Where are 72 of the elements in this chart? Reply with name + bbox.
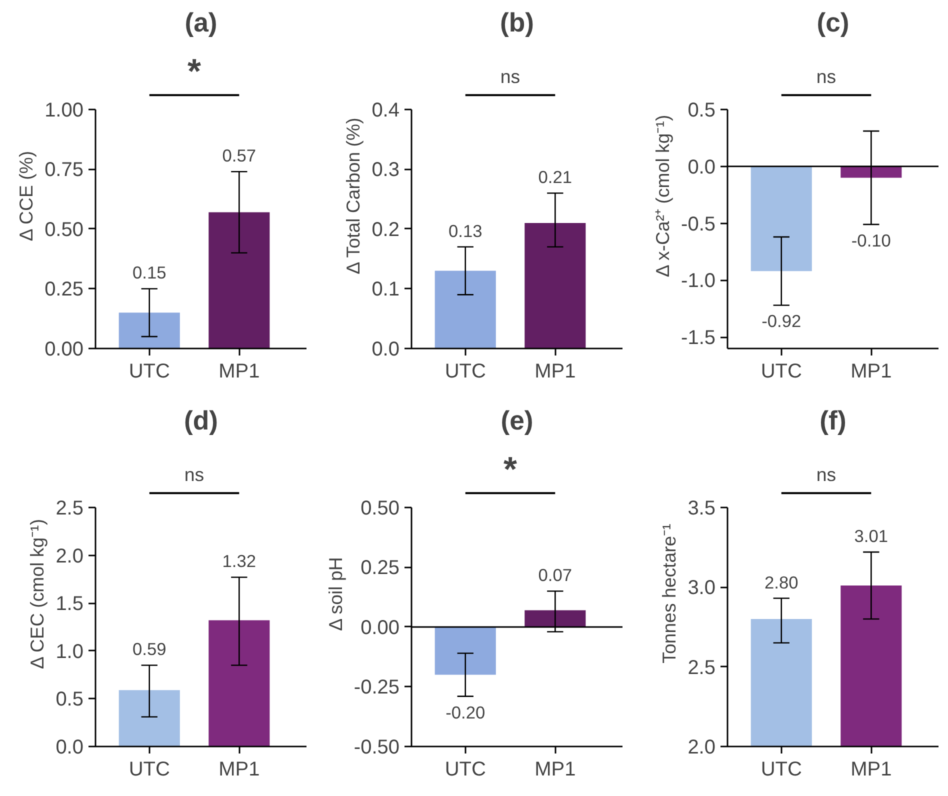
data-label: 0.07 [538, 565, 572, 586]
y-tick-label: 0.75 [44, 159, 84, 182]
y-tick-label: -1.5 [681, 327, 716, 350]
y-tick-label: 1.5 [56, 593, 84, 616]
y-axis-title: Δ soil pH [324, 557, 346, 631]
x-tick-label: MP1 [850, 360, 892, 382]
y-tick-label: 1.0 [56, 640, 84, 663]
y-tick-label: 0.1 [372, 278, 400, 301]
data-label: 1.32 [222, 551, 256, 572]
data-label: 0.21 [538, 167, 572, 188]
text: ns [816, 66, 836, 88]
y-tick-label: 2.0 [56, 545, 84, 568]
y-axis-title: Δ CEC (cmol kg⁻¹) [26, 518, 48, 670]
x-tick-label: UTC [128, 758, 170, 780]
data-label: 0.57 [222, 146, 256, 166]
y-tick-label: 0.00 [360, 616, 400, 639]
y-axis-title: Δ x-Ca²⁺ (cmol kg⁻¹) [652, 114, 674, 278]
y-tick-label: 0.3 [372, 159, 400, 182]
y-tick-label: 0.4 [372, 99, 400, 122]
y-axis-title: Δ CCE (%) [16, 150, 37, 242]
chart-title: (a) [184, 8, 218, 38]
y-tick-label: 2.5 [688, 656, 716, 679]
y-tick-label: 3.0 [688, 577, 716, 600]
text: ns [500, 66, 520, 88]
data-label: 0.59 [132, 639, 166, 660]
y-tick-label: 0.2 [372, 218, 400, 241]
text: ns [816, 464, 836, 486]
x-tick-label: MP1 [534, 360, 576, 382]
y-tick-label: 2.5 [56, 497, 84, 520]
data-label: -0.92 [762, 311, 802, 332]
y-tick-label: -0.50 [354, 736, 400, 758]
y-tick-label: -1.0 [681, 270, 716, 292]
y-tick-label: 1.00 [44, 99, 84, 122]
text: ns [184, 464, 204, 486]
y-tick-label: 0.0 [56, 736, 84, 758]
x-tick-label: UTC [444, 360, 486, 382]
y-axis-title: Tonnes hectare⁻¹ [658, 524, 680, 664]
y-tick-label: 0.0 [372, 338, 400, 360]
data-label: -0.10 [851, 230, 891, 250]
y-axis-title: Δ Total Carbon (%) [342, 118, 364, 274]
y-tick-label: 0.50 [44, 218, 84, 241]
chart-title: (b) [500, 8, 534, 38]
x-tick-label: UTC [760, 758, 802, 780]
y-tick-label: 0.5 [688, 99, 716, 122]
x-tick-label: MP1 [218, 758, 260, 780]
data-label: 2.80 [764, 572, 798, 592]
x-tick-label: UTC [760, 360, 802, 382]
x-tick-label: UTC [444, 758, 486, 780]
y-tick-label: 0.0 [688, 156, 716, 178]
chart-title: (f) [820, 406, 846, 436]
chart-title: (e) [500, 406, 534, 436]
y-tick-label: -0.25 [354, 676, 400, 699]
x-tick-label: UTC [128, 360, 170, 382]
chart-title: (d) [184, 406, 218, 436]
data-label: 0.15 [132, 262, 166, 283]
text: * [504, 451, 518, 490]
y-tick-label: 0.50 [360, 497, 400, 520]
data-label: -0.20 [446, 702, 486, 722]
data-label: 0.13 [448, 220, 482, 241]
y-tick-label: 0.00 [44, 338, 84, 360]
y-tick-label: 0.5 [56, 688, 84, 711]
x-tick-label: MP1 [850, 758, 892, 780]
y-tick-label: 3.5 [688, 497, 716, 520]
y-tick-label: -0.5 [681, 213, 716, 236]
x-tick-label: MP1 [218, 360, 260, 382]
chart-title: (c) [816, 8, 850, 38]
y-tick-label: 2.0 [688, 736, 716, 758]
x-tick-label: MP1 [534, 758, 576, 780]
text: * [188, 53, 202, 92]
y-tick-label: 0.25 [44, 278, 84, 301]
y-tick-label: 0.25 [360, 557, 400, 580]
data-label: 3.01 [854, 526, 888, 546]
